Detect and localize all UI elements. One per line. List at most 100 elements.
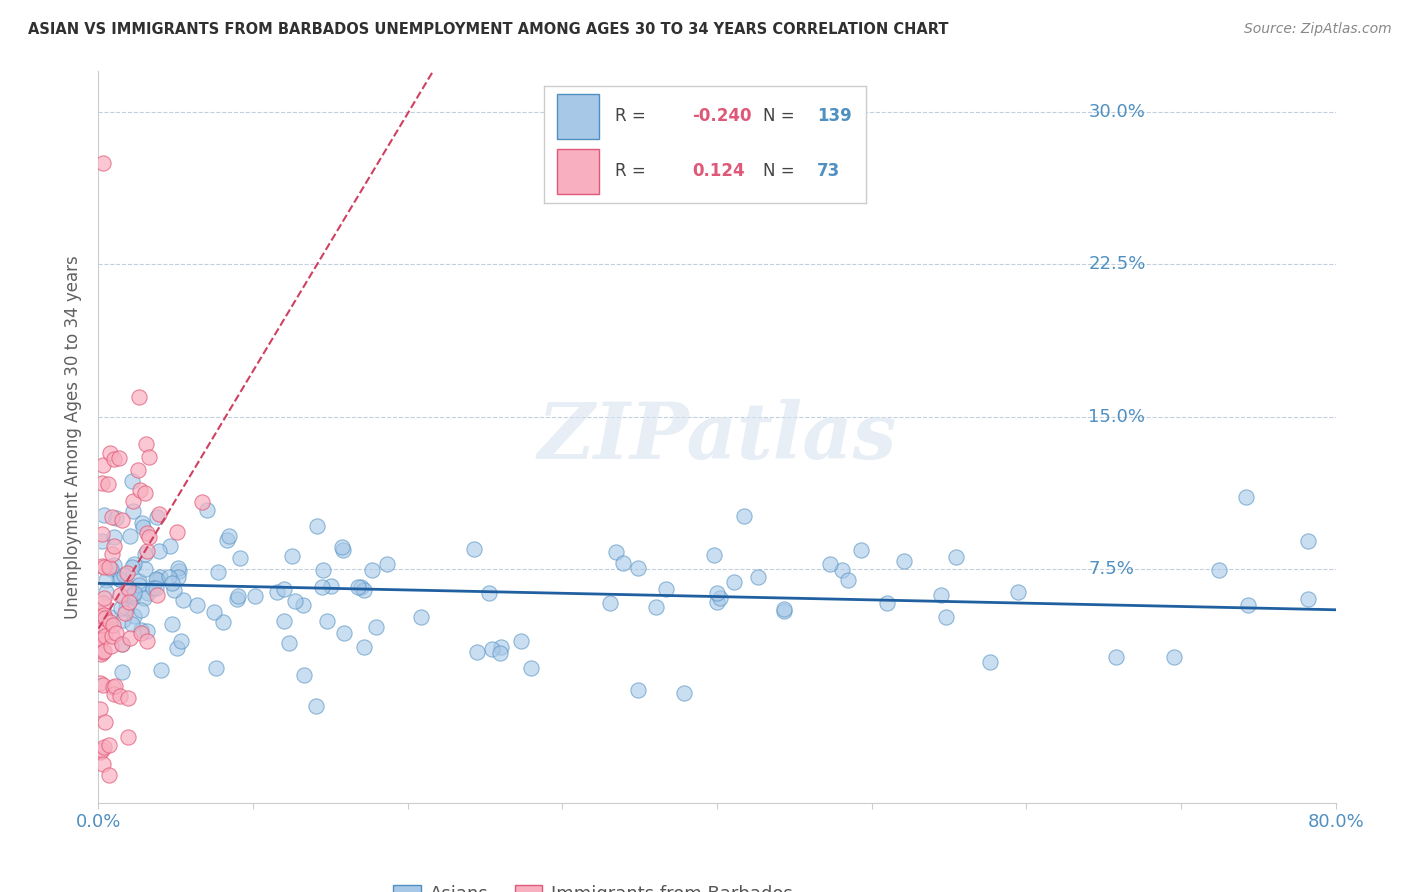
Point [315,614,337,628]
Point [93,611,115,625]
Point [131,520,153,534]
Point [117,690,139,705]
Point [135,437,157,451]
Point [136,526,159,541]
Point [364,620,387,634]
Point [243,589,266,603]
Point [98,738,121,752]
Point [733,508,755,523]
Point [91,534,114,549]
Point [706,594,728,608]
Point [149,663,172,677]
Point [91,678,114,692]
Point [122,590,145,604]
Point [148,507,170,521]
Point [709,591,731,606]
Point [160,576,183,591]
Point [93,645,115,659]
Point [97,559,120,574]
Point [893,554,915,568]
Point [311,580,333,594]
Point [94,573,117,587]
Point [122,608,145,623]
Point [97,768,120,782]
Point [319,579,342,593]
Point [166,524,188,539]
Point [91,155,114,169]
Point [90,632,112,646]
Point [627,683,650,698]
Point [149,570,172,584]
Point [605,545,627,559]
Point [349,580,371,594]
Point [831,563,853,577]
Point [136,586,159,600]
Point [146,588,169,602]
Point [330,541,353,555]
Text: 30.0%: 30.0% [1088,103,1144,121]
Point [312,563,335,577]
Point [104,679,127,693]
Point [131,603,153,617]
Point [90,623,112,637]
Point [121,617,143,632]
Point [478,586,501,600]
Point [115,601,138,615]
Point [131,516,153,531]
Point [101,547,124,561]
Point [89,634,111,648]
Point [361,563,384,577]
Point [626,560,648,574]
Point [134,562,156,576]
Point [117,731,139,745]
Point [138,530,160,544]
Point [167,561,190,575]
Legend: Asians, Immigrants from Barbados: Asians, Immigrants from Barbados [387,878,800,892]
Point [108,690,131,704]
Point [104,625,127,640]
Point [98,615,121,629]
Point [93,458,115,473]
Point [129,623,152,637]
Point [134,547,156,561]
Point [93,508,115,522]
Point [1007,584,1029,599]
Point [101,629,124,643]
Point [93,756,115,771]
Point [307,519,329,533]
Point [489,640,512,654]
Point [121,494,143,508]
Point [98,610,121,624]
Text: ZIPatlas: ZIPatlas [537,399,897,475]
Point [121,475,143,489]
Point [212,615,235,629]
Point [409,609,432,624]
Point [146,574,169,588]
Point [935,610,957,624]
Point [134,486,156,500]
Point [89,702,111,716]
Point [100,639,122,653]
Point [1234,490,1257,504]
Point [353,582,375,597]
Point [112,568,135,582]
Point [100,562,122,576]
Point [103,452,125,467]
Point [929,588,952,602]
Point [101,509,124,524]
Text: 22.5%: 22.5% [1088,255,1146,273]
Point [273,615,295,629]
Point [166,570,188,584]
Point [281,549,304,564]
Point [157,570,180,584]
Point [118,529,141,543]
Point [145,572,167,586]
Point [207,565,229,579]
Point [773,601,796,615]
Point [204,660,226,674]
Point [110,665,132,679]
Point [135,543,157,558]
Point [117,595,139,609]
Point [96,584,118,599]
Point [93,591,115,606]
